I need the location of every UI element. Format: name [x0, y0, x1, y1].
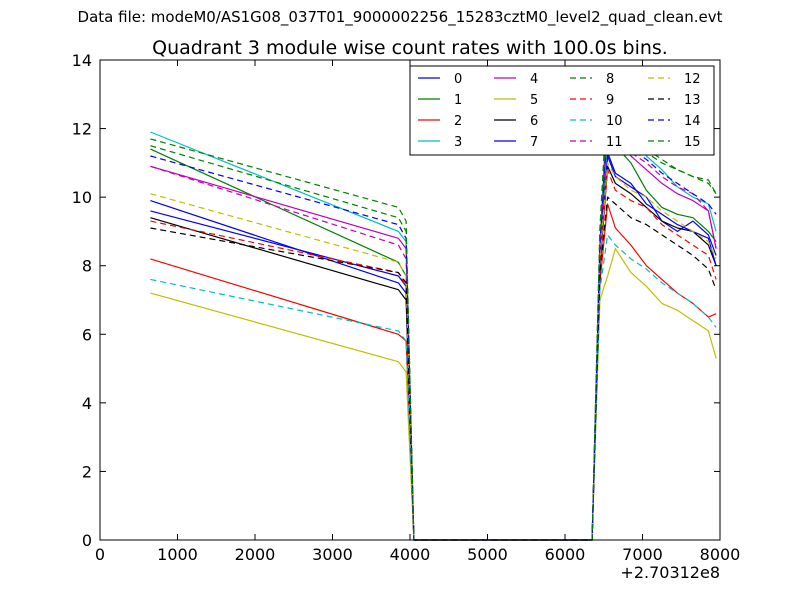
series-line-9	[150, 169, 717, 541]
series-line-12	[150, 162, 717, 541]
x-tick-label: 7000	[622, 545, 663, 564]
legend-label-4: 4	[530, 72, 538, 87]
legend-label-3: 3	[454, 135, 462, 150]
legend-label-15: 15	[684, 135, 701, 150]
series-line-14	[150, 117, 717, 541]
legend-label-9: 9	[606, 93, 614, 108]
legend-label-10: 10	[606, 114, 623, 129]
x-tick-label: 2000	[235, 545, 276, 564]
legend-label-0: 0	[454, 72, 462, 87]
series-line-2	[150, 203, 717, 541]
y-tick-label: 14	[72, 51, 92, 70]
y-tick-label: 2	[82, 462, 92, 481]
x-tick-label: 6000	[545, 545, 586, 564]
legend-label-5: 5	[530, 93, 538, 108]
series-line-5	[150, 248, 717, 541]
series-line-0	[150, 155, 717, 541]
legend-box	[409, 65, 715, 156]
y-tick-label: 6	[82, 325, 92, 344]
x-tick-label: 1000	[157, 545, 198, 564]
legend-label-11: 11	[606, 135, 623, 150]
series-line-8	[150, 86, 717, 541]
chart-title: Quadrant 3 module wise count rates with …	[152, 37, 668, 59]
series-line-7	[150, 152, 717, 541]
series-line-10	[150, 234, 717, 541]
legend-label-8: 8	[606, 72, 614, 87]
series-line-4	[150, 114, 717, 541]
legend-label-14: 14	[684, 114, 701, 129]
legend-label-7: 7	[530, 135, 538, 150]
series-line-6	[150, 165, 717, 541]
y-tick-label: 0	[82, 531, 92, 550]
x-tick-label: 3000	[312, 545, 353, 564]
legend-label-2: 2	[454, 114, 462, 129]
y-tick-label: 8	[82, 257, 92, 276]
axis-layer: 0 1000 2000 3000 4000 5000 6000 7000 80000246810…	[72, 51, 741, 564]
series-line-11	[150, 117, 717, 541]
legend-label-6: 6	[530, 114, 538, 129]
series-line-15	[150, 107, 717, 541]
y-tick-label: 10	[72, 188, 92, 207]
x-tick-label: 8000	[700, 545, 741, 564]
supertitle: Data file: modeM0/AS1G08_037T01_90000022…	[77, 8, 723, 26]
legend-label-12: 12	[684, 72, 701, 87]
series-line-13	[150, 196, 717, 541]
y-tick-label: 4	[82, 394, 92, 413]
legend-label-13: 13	[684, 93, 701, 108]
y-tick-label: 12	[72, 120, 92, 139]
x-tick-label: 5000	[467, 545, 508, 564]
legend-label-1: 1	[454, 93, 462, 108]
x-tick-label: 0	[95, 545, 105, 564]
x-offset-label: +2.70312e8	[620, 563, 720, 582]
x-tick-label: 4000	[390, 545, 431, 564]
